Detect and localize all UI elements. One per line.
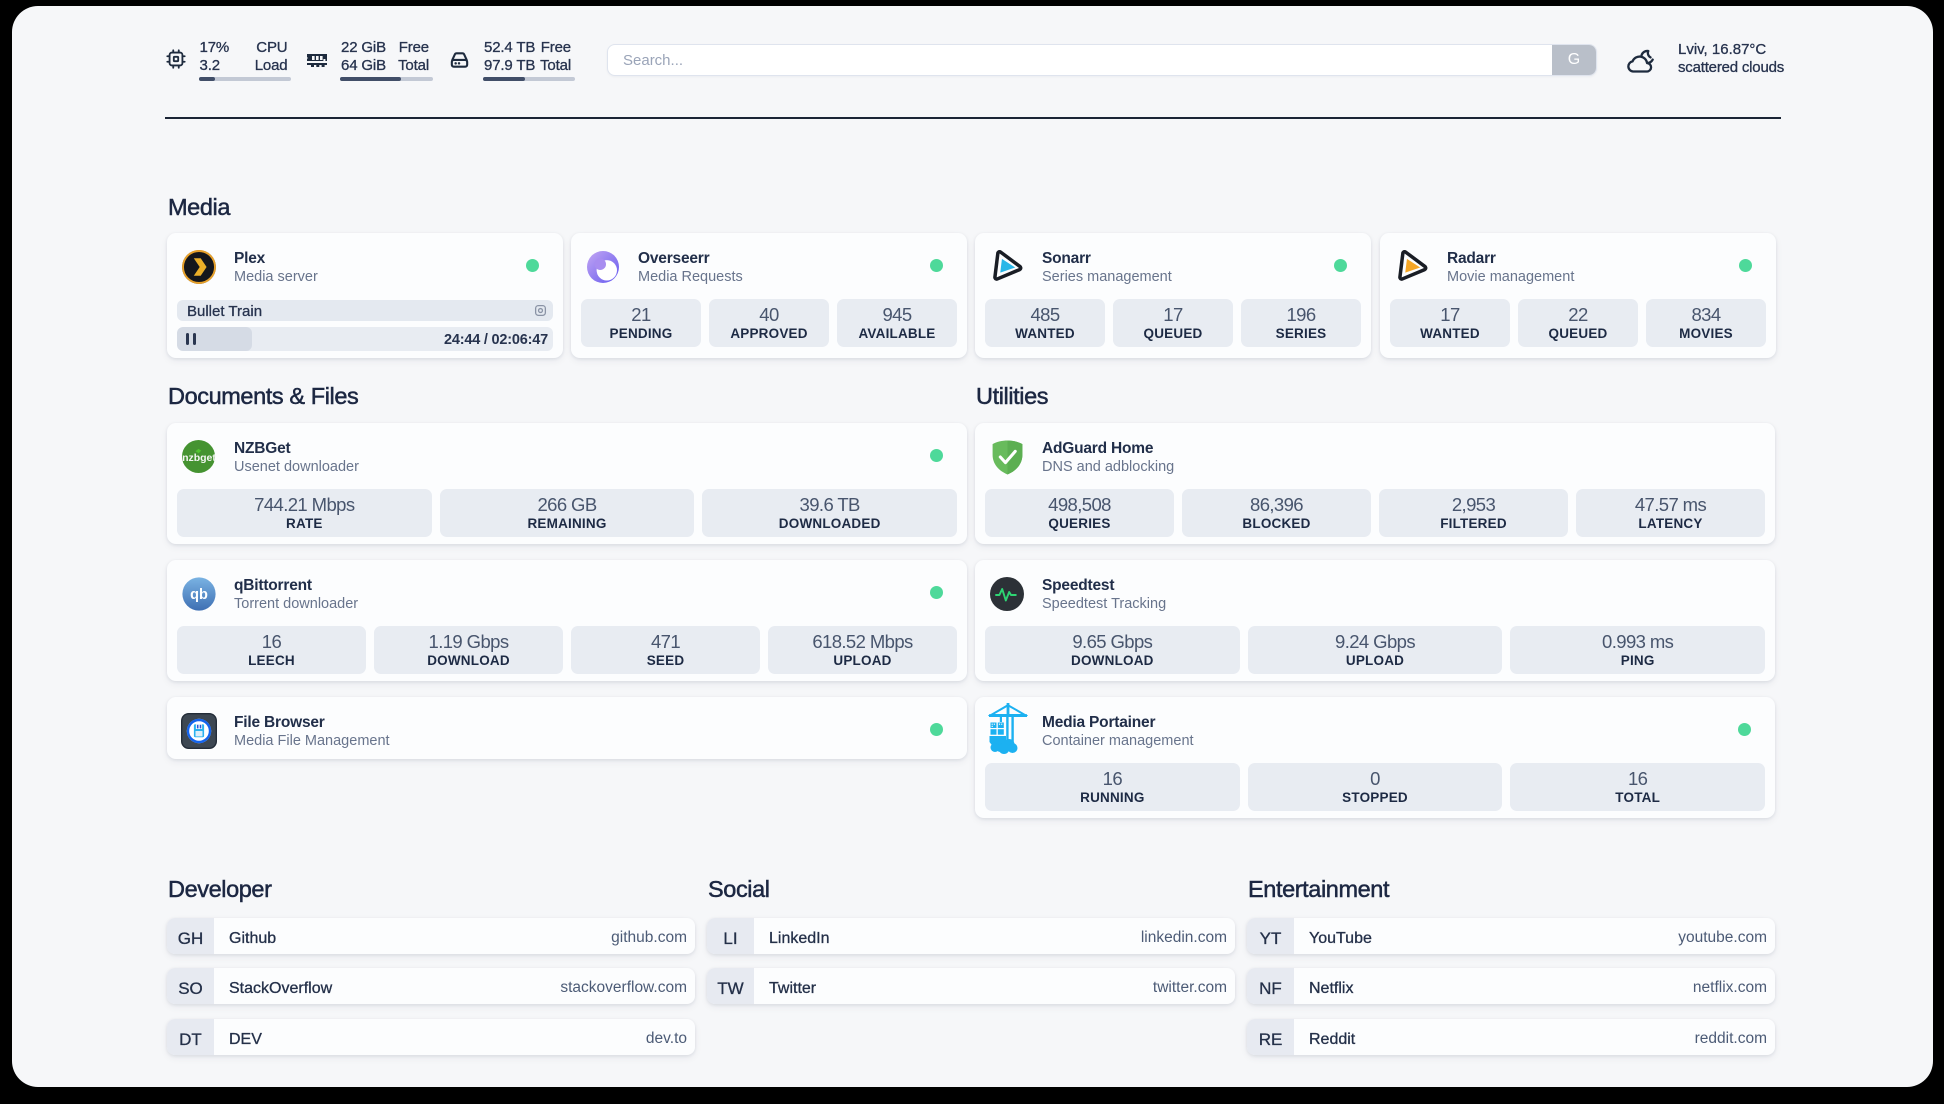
svg-text:nzbget: nzbget bbox=[182, 452, 216, 464]
svg-text:qb: qb bbox=[190, 587, 208, 603]
